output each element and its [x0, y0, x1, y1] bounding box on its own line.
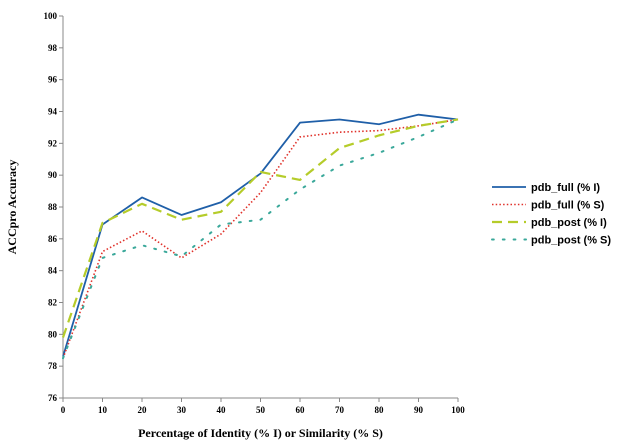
x-axis-title: Percentage of Identity (% I) or Similari…: [138, 426, 383, 440]
legend-label-2: pdb_full (% S): [531, 200, 605, 212]
x-tick-label: 70: [335, 405, 345, 415]
x-tick-label: 90: [414, 405, 424, 415]
x-tick-label: 80: [375, 405, 385, 415]
y-tick-label: 96: [48, 75, 58, 85]
x-tick-label: 30: [177, 405, 187, 415]
y-tick-label: 84: [48, 266, 58, 276]
series-line-2: [62, 118, 459, 359]
x-tick-label: 10: [98, 405, 108, 415]
series-line-4: [62, 118, 459, 360]
series-line-1: [62, 113, 459, 357]
y-tick-label: 92: [48, 138, 58, 148]
x-tick-label: 50: [256, 405, 266, 415]
y-tick-label: 98: [48, 43, 58, 53]
y-tick-label: 80: [48, 329, 58, 339]
plot-area: 0 10 20 30 40 50 60 70 80 90 100 76 78 80 82 84 86 88 90 9…: [44, 11, 466, 415]
legend-label-3: pdb_post (% I): [531, 217, 607, 229]
series-lines: [61, 113, 459, 360]
legend: pdb_full (% I) pdb_full (% S) pdb_post (% …: [491, 182, 611, 247]
legend-label-4: pdb_post (% S): [531, 235, 611, 247]
y-tick-label: 94: [48, 107, 58, 117]
y-axis-title: ACCpro Accuracy: [5, 160, 19, 255]
y-tick-label: 86: [48, 234, 58, 244]
series-line-3: [61, 118, 459, 338]
x-tick-label: 20: [138, 405, 148, 415]
x-tick-label: 40: [217, 405, 227, 415]
y-tick-label: 100: [44, 11, 58, 21]
x-tick-label: 100: [451, 405, 465, 415]
x-tick-group: 0 10 20 30 40 50 60 70 80 90 100: [61, 398, 465, 415]
y-tick-group: 76 78 80 82 84 86 88 90 92 94 96 98 100: [44, 11, 63, 403]
y-tick-label: 88: [48, 202, 58, 212]
y-tick-label: 90: [48, 170, 58, 180]
y-tick-label: 78: [48, 361, 58, 371]
y-tick-label: 76: [48, 393, 58, 403]
y-tick-label: 82: [48, 298, 58, 308]
x-tick-label: 60: [296, 405, 306, 415]
x-tick-label: 0: [61, 405, 66, 415]
legend-label-1: pdb_full (% I): [531, 182, 600, 194]
